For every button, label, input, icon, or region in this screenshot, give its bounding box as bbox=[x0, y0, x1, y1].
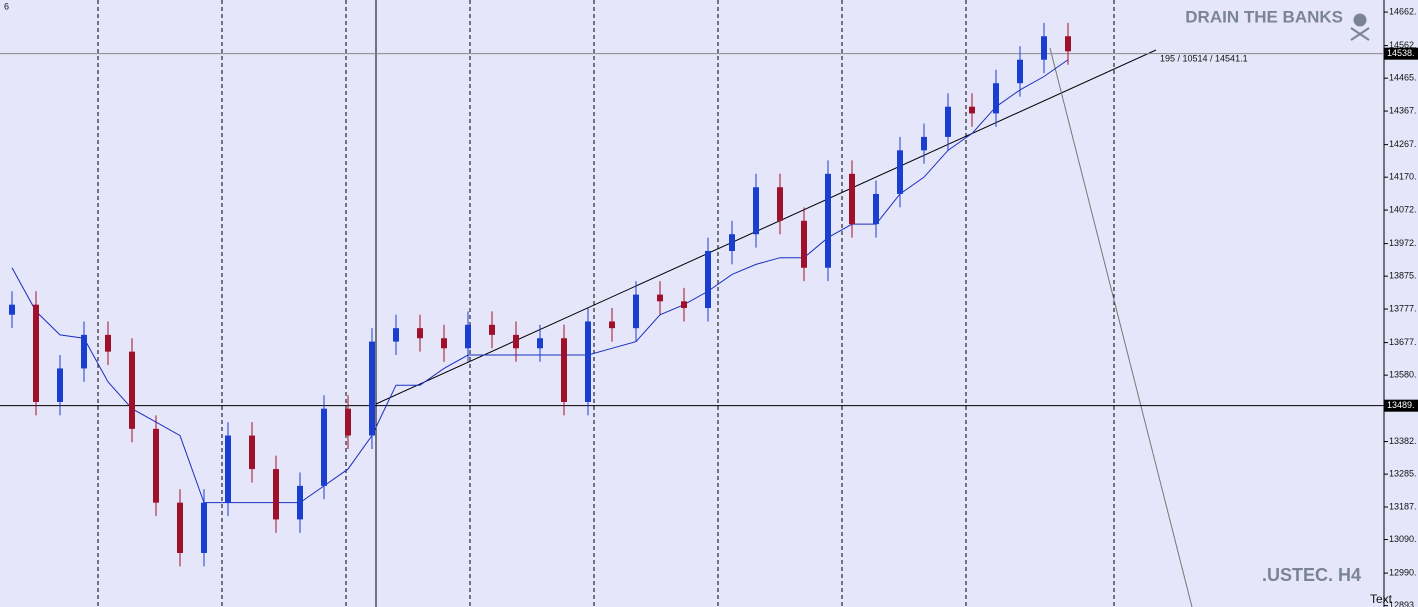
candle-body bbox=[537, 338, 543, 349]
candle-body bbox=[81, 334, 87, 369]
trend-line bbox=[375, 49, 1157, 405]
annotation: 195 / 10514 / 14541.1 bbox=[1160, 53, 1248, 63]
candle-body bbox=[441, 338, 447, 349]
candle-body bbox=[297, 485, 303, 520]
separators bbox=[97, 0, 1115, 607]
text-label: Text bbox=[1370, 592, 1393, 606]
y-tick-label: 13972. bbox=[1389, 238, 1417, 248]
candle-body bbox=[825, 173, 831, 268]
candle-body bbox=[489, 324, 495, 335]
candle-body bbox=[513, 334, 519, 349]
candle-body bbox=[177, 502, 183, 553]
candle-body bbox=[321, 408, 327, 486]
price-label: 14538. bbox=[1387, 48, 1415, 58]
candle-body bbox=[585, 321, 591, 402]
symbol-label: .USTEC. H4 bbox=[1262, 565, 1361, 585]
candle-body bbox=[33, 304, 39, 402]
y-tick-label: 13777. bbox=[1389, 303, 1417, 313]
y-tick-label: 13875. bbox=[1389, 271, 1417, 281]
y-tick-label: 14170. bbox=[1389, 172, 1417, 182]
price-label: 13489. bbox=[1387, 400, 1415, 410]
y-tick-label: 14562. bbox=[1389, 40, 1417, 50]
candle-body bbox=[609, 321, 615, 329]
y-tick-label: 13285. bbox=[1389, 468, 1417, 478]
ray-line bbox=[1049, 47, 1193, 607]
candle-body bbox=[777, 187, 783, 221]
candle-body bbox=[57, 368, 63, 402]
candle-body bbox=[849, 173, 855, 225]
candle-body bbox=[369, 341, 375, 436]
watermark: DRAIN THE BANKS bbox=[1185, 7, 1343, 26]
candle-body bbox=[345, 408, 351, 436]
price-box bbox=[1384, 399, 1418, 412]
y-tick-label: 13580. bbox=[1389, 370, 1417, 380]
y-tick-label: 14367. bbox=[1389, 105, 1417, 115]
candle-body bbox=[273, 469, 279, 520]
candle-body bbox=[129, 351, 135, 429]
y-tick-label: 13090. bbox=[1389, 534, 1417, 544]
y-tick-label: 13677. bbox=[1389, 337, 1417, 347]
y-tick-label: 14662. bbox=[1389, 6, 1417, 16]
candle-body bbox=[945, 106, 951, 137]
candle-body bbox=[873, 193, 879, 225]
candle-body bbox=[225, 435, 231, 503]
candle-body bbox=[561, 338, 567, 402]
y-tick-label: 14465. bbox=[1389, 73, 1417, 83]
candle-body bbox=[201, 502, 207, 553]
candle-body bbox=[1065, 36, 1071, 52]
candle-body bbox=[633, 294, 639, 329]
candle-body bbox=[897, 150, 903, 194]
candle-body bbox=[657, 294, 663, 302]
skull-icon bbox=[1350, 13, 1370, 41]
candle-body bbox=[921, 136, 927, 151]
candle-body bbox=[1017, 59, 1023, 84]
candle-body bbox=[417, 328, 423, 339]
candle-body bbox=[1041, 36, 1047, 60]
candle-body bbox=[801, 220, 807, 268]
candle-body bbox=[393, 328, 399, 342]
y-tick-label: 14267. bbox=[1389, 139, 1417, 149]
candle-body bbox=[993, 83, 999, 114]
y-tick-label: 13187. bbox=[1389, 501, 1417, 511]
corner-label: 6 bbox=[4, 1, 9, 11]
candle-body bbox=[9, 304, 15, 315]
candle-body bbox=[729, 234, 735, 251]
y-tick-label: 12893. bbox=[1389, 600, 1417, 607]
candle-body bbox=[465, 324, 471, 349]
candle-body bbox=[249, 435, 255, 470]
price-box bbox=[1384, 47, 1418, 60]
candle-body bbox=[153, 428, 159, 503]
candle-body bbox=[753, 187, 759, 235]
y-tick-label: 12990. bbox=[1389, 567, 1417, 577]
y-tick-label: 14072. bbox=[1389, 204, 1417, 214]
candle-body bbox=[105, 334, 111, 352]
candle-body bbox=[705, 250, 711, 309]
candle-body bbox=[681, 301, 687, 309]
candle-body bbox=[969, 106, 975, 114]
indicator-line bbox=[11, 59, 1069, 504]
y-tick-label: 13382. bbox=[1389, 436, 1417, 446]
